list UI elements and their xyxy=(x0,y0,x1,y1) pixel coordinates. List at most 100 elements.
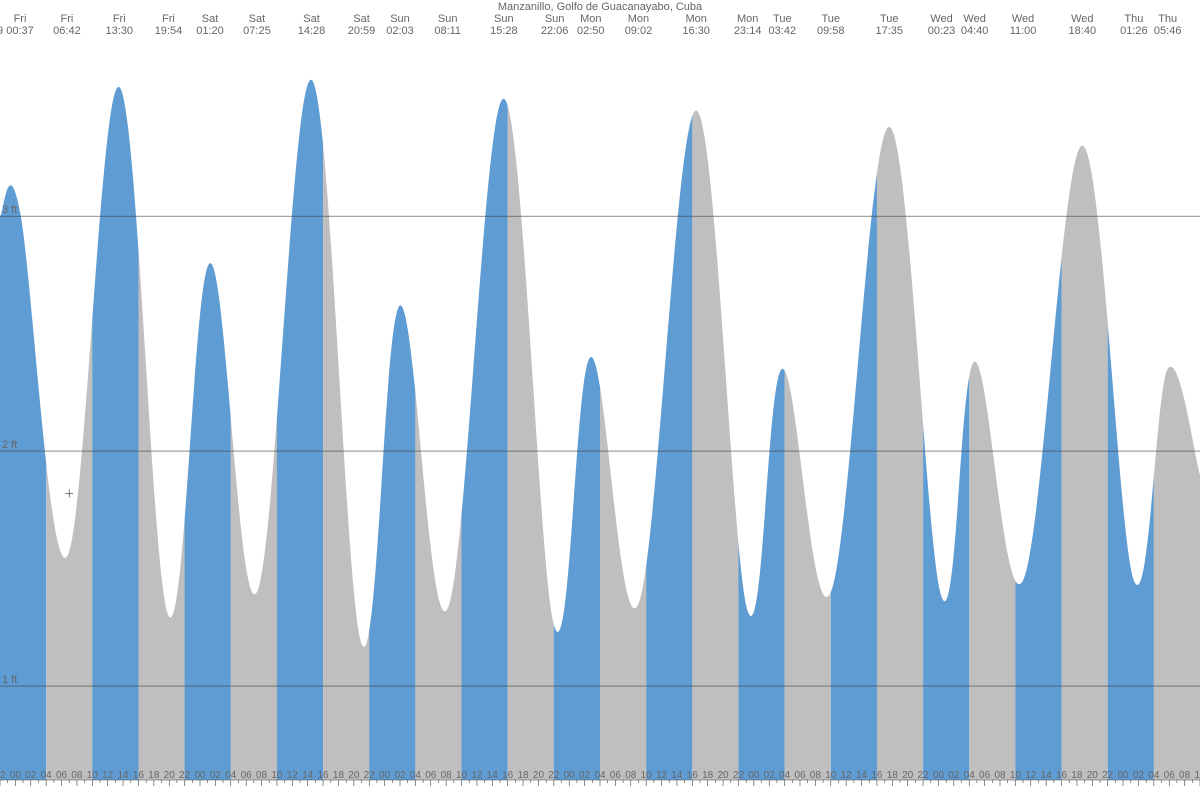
x-axis-label: 22 xyxy=(179,770,191,781)
x-axis-label: 18 xyxy=(148,770,160,781)
top-time-label: 17:35 xyxy=(875,25,903,37)
x-axis-label: 06 xyxy=(425,770,437,781)
top-day-label: Mon xyxy=(628,13,649,25)
x-axis-label: 22 xyxy=(548,770,560,781)
x-axis-label: 00 xyxy=(379,770,391,781)
top-time-label: 06:42 xyxy=(53,25,81,37)
x-axis-label: 18 xyxy=(1071,770,1083,781)
top-day-label: Tue xyxy=(880,13,899,25)
x-axis-label: 04 xyxy=(225,770,237,781)
top-time-label: 01:20 xyxy=(196,25,224,37)
x-axis-label: 18 xyxy=(518,770,530,781)
x-axis-label: 04 xyxy=(410,770,422,781)
x-axis-label: 10 xyxy=(641,770,653,781)
x-axis-label: 06 xyxy=(1164,770,1176,781)
x-axis-label: 00 xyxy=(194,770,206,781)
x-axis-label: 02 xyxy=(394,770,406,781)
x-axis-label: 10 xyxy=(456,770,468,781)
x-axis-label: 00 xyxy=(1118,770,1130,781)
top-time-label: 01:26 xyxy=(1120,25,1148,37)
top-day-label: Fri xyxy=(162,13,175,25)
x-axis-label: 08 xyxy=(625,770,637,781)
top-day-label: Wed xyxy=(930,13,952,25)
top-time-label: 14:28 xyxy=(298,25,326,37)
x-axis-label: 22 xyxy=(1102,770,1114,781)
top-time-label: 00:23 xyxy=(928,25,956,37)
x-axis-label: 10 xyxy=(1010,770,1022,781)
x-axis-label: 16 xyxy=(133,770,145,781)
top-time-label: 09:58 xyxy=(817,25,845,37)
top-day-label: Tue xyxy=(773,13,792,25)
x-axis-label: 02 xyxy=(579,770,591,781)
x-axis-label: 16 xyxy=(687,770,699,781)
top-day-label: Sun xyxy=(494,13,514,25)
top-day-label: Sat xyxy=(249,13,266,25)
y-axis-label: 1 ft xyxy=(2,674,17,686)
x-axis-label: 06 xyxy=(56,770,68,781)
top-time-label: 9 xyxy=(0,25,3,37)
top-time-label: 11:00 xyxy=(1010,25,1037,37)
top-time-label: 07:25 xyxy=(243,25,271,37)
x-axis-label: 08 xyxy=(71,770,83,781)
x-axis-label: 14 xyxy=(118,770,130,781)
x-axis-label: 08 xyxy=(994,770,1006,781)
top-time-label: 02:50 xyxy=(577,25,605,37)
x-axis-label: 14 xyxy=(302,770,314,781)
x-axis-label: 22 xyxy=(733,770,745,781)
top-time-label: 09:02 xyxy=(625,25,653,37)
x-axis-label: 02 xyxy=(25,770,37,781)
top-time-label: 02:03 xyxy=(386,25,414,37)
x-axis-label: 14 xyxy=(856,770,868,781)
x-axis-label: 08 xyxy=(441,770,453,781)
x-axis-label: 20 xyxy=(902,770,914,781)
x-axis-label: 02 xyxy=(948,770,960,781)
x-axis-label: 16 xyxy=(1056,770,1068,781)
top-day-label: Fri xyxy=(61,13,74,25)
tide-chart: 1 ft2 ft3 ftManzanillo, Golfo de Guacana… xyxy=(0,0,1200,800)
top-day-label: Sun xyxy=(390,13,410,25)
top-day-label: Wed xyxy=(1012,13,1034,25)
top-day-label: Thu xyxy=(1124,13,1143,25)
y-axis-label: 2 ft xyxy=(2,439,17,451)
x-axis-label: 02 xyxy=(1133,770,1145,781)
x-axis-label: 20 xyxy=(718,770,730,781)
x-axis-label: 04 xyxy=(594,770,606,781)
x-axis-label: 22 xyxy=(918,770,930,781)
x-axis-label: 20 xyxy=(533,770,545,781)
x-axis-label: 18 xyxy=(702,770,714,781)
top-day-label: Thu xyxy=(1158,13,1177,25)
x-axis-label: 12 xyxy=(841,770,853,781)
x-axis-label: 12 xyxy=(287,770,299,781)
top-time-label: 00:37 xyxy=(6,25,34,37)
x-axis-label: 12 xyxy=(656,770,668,781)
tide-area xyxy=(0,40,1200,780)
top-day-label: Sat xyxy=(353,13,370,25)
top-day-label: Mon xyxy=(737,13,758,25)
x-axis-label: 00 xyxy=(933,770,945,781)
x-axis-label: 02 xyxy=(210,770,222,781)
x-axis-label: 20 xyxy=(348,770,360,781)
top-time-label: 03:42 xyxy=(769,25,797,37)
x-axis-label: 10 xyxy=(271,770,283,781)
top-day-label: Sun xyxy=(545,13,565,25)
x-axis-label: 04 xyxy=(1148,770,1160,781)
top-day-label: Mon xyxy=(580,13,601,25)
x-axis-label: 20 xyxy=(1087,770,1099,781)
top-day-label: Tue xyxy=(821,13,840,25)
y-axis-label: 3 ft xyxy=(2,204,17,216)
x-axis-label: 22 xyxy=(0,770,6,781)
top-day-label: Wed xyxy=(963,13,985,25)
top-day-label: Sun xyxy=(438,13,458,25)
x-axis-label: 06 xyxy=(979,770,991,781)
x-axis-label: 12 xyxy=(471,770,483,781)
top-day-label: Fri xyxy=(113,13,126,25)
top-time-label: 13:30 xyxy=(105,25,133,37)
x-axis-label: 00 xyxy=(748,770,760,781)
top-time-label: 20:59 xyxy=(348,25,376,37)
x-axis-label: 18 xyxy=(333,770,345,781)
top-day-label: Wed xyxy=(1071,13,1093,25)
x-axis-label: 04 xyxy=(779,770,791,781)
x-axis-label: 06 xyxy=(610,770,622,781)
top-day-label: Mon xyxy=(685,13,706,25)
top-time-label: 08:11 xyxy=(434,25,461,37)
